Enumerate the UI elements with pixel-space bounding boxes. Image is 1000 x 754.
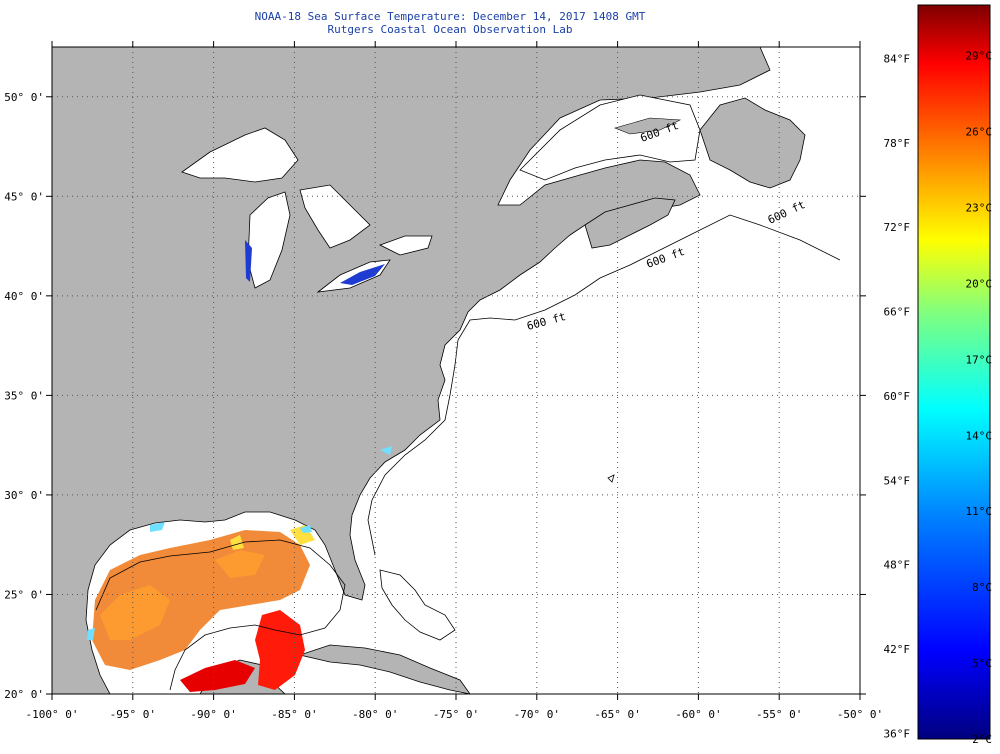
- longitude-labels: -100° 0' -95° 0' -90° 0' -85° 0' -80° 0' -75°…: [26, 708, 884, 721]
- graticule: [46, 41, 866, 700]
- land-newfoundland: [699, 97, 806, 189]
- lon-label: -95° 0': [110, 708, 156, 721]
- lake-huron: [299, 184, 371, 249]
- lake-superior: [181, 127, 299, 183]
- isobath-gulf: [95, 539, 346, 691]
- lon-label: -85° 0': [271, 708, 317, 721]
- colorbar-c-label: 14°C: [966, 429, 993, 442]
- lon-label: -50° 0': [837, 708, 883, 721]
- lat-label: 25° 0': [4, 588, 44, 601]
- isobath-bahamas: [379, 569, 456, 641]
- colorbar: [917, 4, 991, 740]
- lat-label: 20° 0': [4, 688, 44, 701]
- colorbar-c-label: 17°C: [966, 353, 993, 366]
- colorbar-f-label: 48°F: [884, 559, 911, 572]
- lat-label: 40° 0': [4, 290, 44, 303]
- sst-orange-spots: [100, 550, 265, 640]
- colorbar-f-label: 60°F: [884, 390, 911, 403]
- colorbar-f-label: 72°F: [884, 221, 911, 234]
- colorbar-f-label: 78°F: [884, 137, 911, 150]
- land-anticosti: [614, 117, 682, 135]
- lake-ontario: [378, 235, 433, 256]
- isobath-atlantic: [367, 214, 841, 556]
- colorbar-f-label: 36°F: [884, 727, 911, 740]
- colorbar-c-label: 29°C: [966, 50, 993, 63]
- lon-label: -65° 0': [594, 708, 640, 721]
- lat-label: 35° 0': [4, 389, 44, 402]
- colorbar-c-label: 20°C: [966, 277, 993, 290]
- lon-label: -70° 0': [514, 708, 560, 721]
- land-north-america: [52, 47, 771, 694]
- sst-loop-current: [255, 610, 305, 690]
- gulf-st-lawrence: [519, 94, 701, 181]
- lon-label: -55° 0': [756, 708, 802, 721]
- lat-label: 30° 0': [4, 489, 44, 502]
- sst-dark-red: [180, 660, 255, 692]
- map-subtitle: Rutgers Coastal Ocean Observation Lab: [327, 23, 573, 36]
- map-title: NOAA-18 Sea Surface Temperature: Decembe…: [254, 10, 646, 23]
- colorbar-f-label: 54°F: [884, 474, 911, 487]
- colorbar-f-label: 66°F: [884, 306, 911, 319]
- sst-yellow-spots: [230, 525, 315, 550]
- lon-label: -90° 0': [190, 708, 236, 721]
- map-frame: [51, 46, 861, 695]
- lon-label: -60° 0': [675, 708, 721, 721]
- colorbar-c-label: 26°C: [966, 126, 993, 139]
- lat-label: 50° 0': [4, 91, 44, 104]
- land-cuba: [298, 644, 471, 694]
- lon-label: -80° 0': [352, 708, 398, 721]
- colorbar-c-label: 2°C: [972, 733, 992, 746]
- land-nova-scotia: [584, 197, 676, 249]
- colorbar-f-label: 84°F: [884, 52, 911, 65]
- lat-label: 45° 0': [4, 190, 44, 203]
- colorbar-fahrenheit-labels: 84°F 78°F 72°F 66°F 60°F 54°F 48°F 42°F 36°F: [884, 52, 911, 740]
- colorbar-c-label: 11°C: [966, 505, 993, 518]
- bermuda-mark: [607, 474, 615, 483]
- latitude-labels: 50° 0' 45° 0' 40° 0' 35° 0' 30° 0' 25° 0' 20° …: [4, 91, 44, 701]
- lon-label: -75° 0': [433, 708, 479, 721]
- colorbar-celsius-labels: 29°C 26°C 23°C 20°C 17°C 14°C 11°C 8°C 5°C 2°C: [966, 50, 993, 746]
- colorbar-c-label: 8°C: [972, 581, 992, 594]
- lon-label: -100° 0': [26, 708, 79, 721]
- colorbar-c-label: 23°C: [966, 201, 993, 214]
- colorbar-c-label: 5°C: [972, 657, 992, 670]
- colorbar-f-label: 42°F: [884, 643, 911, 656]
